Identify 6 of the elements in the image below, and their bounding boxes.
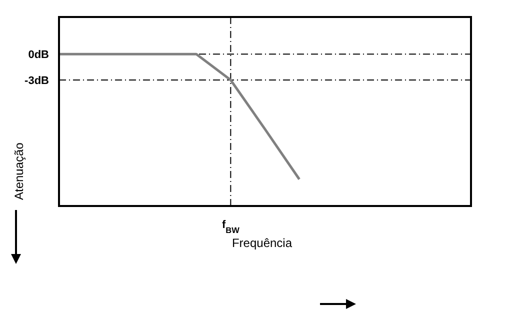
y-tick-label: 0dB	[28, 49, 50, 62]
y-axis-title: Atenuação	[12, 142, 26, 200]
x-axis-title: Frequência	[232, 236, 292, 250]
x-tick-label: f$_{BW}$	[222, 219, 240, 234]
y-tick-label: -3dB	[24, 75, 50, 87]
line-series	[59, 52, 301, 180]
